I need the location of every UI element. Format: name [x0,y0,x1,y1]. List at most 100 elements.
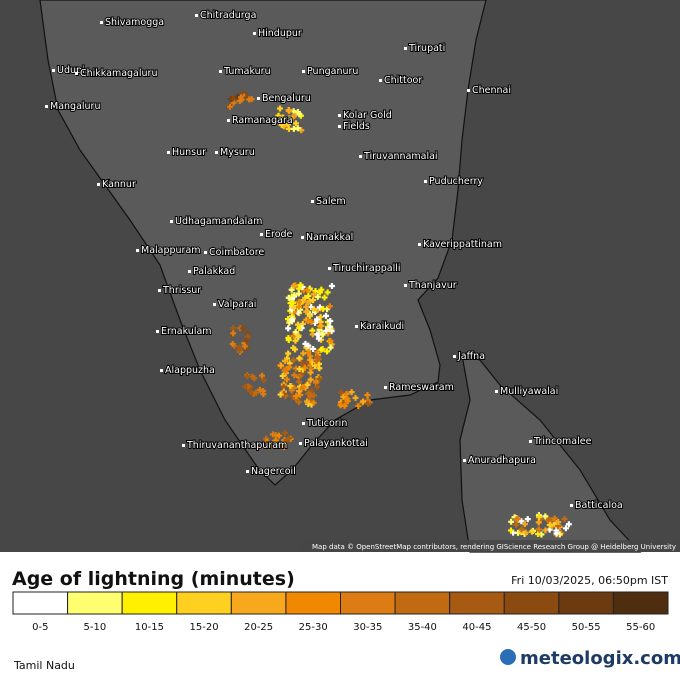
strike [296,325,303,332]
strike [286,435,293,442]
place-label: Udupi [57,65,85,76]
strike [551,515,558,522]
place-label: Hunsur [172,147,206,158]
place-dot [160,369,163,372]
legend-label: 45-50 [517,622,546,633]
place-label: Ramanagara [232,115,293,126]
strike [279,372,286,379]
place-label: Nagercoil [251,466,296,477]
place-label: Bengaluru [262,93,311,104]
strike [300,350,307,357]
strike [294,321,301,328]
strike [292,329,299,336]
strike [296,388,303,395]
place-dot [418,243,421,246]
strike [518,526,525,533]
place-dot [45,105,48,108]
legend-swatch [12,591,69,615]
place-label: Shivamogga [105,17,164,28]
place-label: Chennai [472,85,511,96]
strike [542,513,549,520]
strike [528,528,535,535]
strike [524,516,531,523]
strike [316,375,323,382]
strike [360,398,367,405]
strike [291,292,298,299]
strike [305,390,312,397]
place-label: Tiruchirappalli [332,263,401,274]
strike [303,308,310,315]
place-dot [355,325,358,328]
place-label: Salem [316,196,346,207]
strike [258,372,265,379]
place-dot [257,97,260,100]
strike [536,514,543,521]
place-label: Chitradurga [200,10,256,21]
place-dot [100,21,103,24]
strike [285,337,292,344]
place-label: Chikkamagaluru [80,68,157,79]
strike [229,95,236,102]
strike [286,364,293,371]
strike [508,518,515,525]
strike [281,357,288,364]
strike [260,376,267,383]
strike [298,127,305,134]
region: Tamil Nadu [13,659,75,672]
place-dot [453,355,456,358]
place-dot [182,444,185,447]
strike [314,293,321,300]
strike [269,431,276,438]
strike [288,286,295,293]
strike [290,299,297,306]
strike [327,344,334,351]
strike [328,328,335,335]
strike [535,519,542,526]
strike [296,365,303,372]
place-dot [301,236,304,239]
place-dot [253,32,256,35]
strike [304,398,311,405]
strike [507,527,514,534]
place-label: Punganuru [307,66,358,77]
strike [295,378,302,385]
legend-swatch [176,591,232,615]
strike [278,362,285,369]
strike [295,290,302,297]
strike [292,120,299,127]
strike [545,516,552,523]
place-dot [404,284,407,287]
strike [562,525,569,532]
strike [305,299,312,306]
strike [326,323,333,330]
place-dot [215,151,218,154]
strike [318,322,325,329]
place-label: Jaffna [457,351,485,362]
attribution: Map data © OpenStreetMap contributors, r… [312,543,676,551]
strike [265,443,272,450]
strike [275,432,282,439]
strike [326,303,333,310]
place-dot [463,459,466,462]
place-dot [213,303,216,306]
strike [304,287,311,294]
strike [307,369,314,376]
place-dot [158,289,161,292]
strike [328,341,335,348]
strike [252,389,259,396]
place-label: Thanjavur [408,280,457,291]
strike [521,521,528,528]
strike [310,291,317,298]
place-dot [246,470,249,473]
legend-label: 50-55 [572,622,601,633]
strike [295,303,302,310]
strike [542,527,549,534]
strike [327,318,334,325]
attribution-bg [300,540,680,552]
strike [260,388,267,395]
place-dot [156,330,159,333]
strike [314,316,321,323]
legend-swatch [121,591,178,615]
